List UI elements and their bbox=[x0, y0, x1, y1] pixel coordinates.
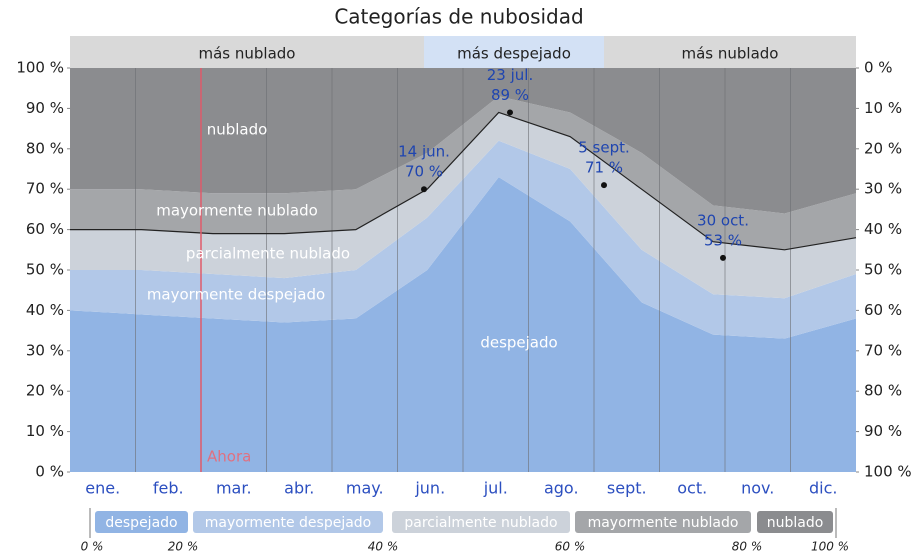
y2-tick-label: 50 % bbox=[864, 261, 902, 279]
legend-swatch bbox=[95, 511, 188, 533]
annotation-value: 71 % bbox=[585, 159, 623, 177]
x-tick-label: ene. bbox=[85, 479, 120, 498]
legend-scale-label: 20 % bbox=[168, 540, 199, 554]
legend-label: despejado bbox=[105, 515, 177, 531]
x-tick-label: feb. bbox=[153, 479, 184, 498]
band-bg bbox=[424, 36, 604, 68]
legend-label: mayormente nublado bbox=[588, 515, 739, 531]
y-tick-label: 100 % bbox=[16, 59, 64, 77]
x-tick-label: jul. bbox=[483, 479, 508, 498]
x-tick-label: dic. bbox=[809, 479, 837, 498]
x-tick-label: nov. bbox=[741, 479, 774, 498]
x-tick-label: abr. bbox=[284, 479, 314, 498]
y2-tick-label: 100 % bbox=[864, 463, 912, 481]
now-label: Ahora bbox=[207, 448, 251, 466]
y2-tick-label: 90 % bbox=[864, 422, 902, 440]
band-bg bbox=[70, 36, 424, 68]
annotation-date: 23 jul. bbox=[487, 66, 533, 84]
y2-tick-label: 60 % bbox=[864, 301, 902, 319]
legend-label: nublado bbox=[767, 515, 824, 531]
x-tick-label: sept. bbox=[607, 479, 647, 498]
annotation-date: 5 sept. bbox=[578, 139, 630, 157]
legend-scale-label: 60 % bbox=[555, 540, 586, 554]
y-tick-label: 40 % bbox=[26, 301, 64, 319]
annotation-dot bbox=[601, 182, 607, 189]
annotation-date: 14 jun. bbox=[398, 143, 450, 161]
legend-swatch bbox=[193, 511, 383, 533]
legend-swatch bbox=[392, 511, 570, 533]
y2-tick-label: 70 % bbox=[864, 341, 902, 359]
legend-label: parcialmente nublado bbox=[404, 515, 557, 531]
area-label: parcialmente nublado bbox=[186, 245, 350, 263]
annotation-value: 70 % bbox=[405, 163, 443, 181]
y-tick-label: 50 % bbox=[26, 261, 64, 279]
y2-tick-label: 40 % bbox=[864, 220, 902, 238]
annotation-dot bbox=[421, 186, 427, 193]
x-tick-label: ago. bbox=[544, 479, 579, 498]
legend-scale-label: 0 % bbox=[81, 540, 104, 554]
area-label: mayormente despejado bbox=[147, 286, 325, 304]
y-tick-label: 0 % bbox=[35, 463, 64, 481]
y-tick-label: 10 % bbox=[26, 422, 64, 440]
annotation-value: 53 % bbox=[704, 231, 742, 249]
legend-swatch bbox=[575, 511, 751, 533]
area-label: despejado bbox=[480, 334, 557, 352]
annotation-dot bbox=[720, 254, 726, 261]
y-tick-label: 30 % bbox=[26, 341, 64, 359]
annotation-date: 30 oct. bbox=[697, 211, 749, 229]
y2-tick-label: 0 % bbox=[864, 59, 893, 77]
chart-title: Categorías de nubosidad bbox=[334, 5, 583, 29]
legend-swatch bbox=[757, 511, 833, 533]
legend-scale-label: 40 % bbox=[368, 540, 399, 554]
area-label: mayormente nublado bbox=[156, 202, 318, 220]
y-tick-label: 90 % bbox=[26, 99, 64, 117]
y-tick-label: 70 % bbox=[26, 180, 64, 198]
y2-tick-label: 20 % bbox=[864, 139, 902, 157]
legend-scale-label: 80 % bbox=[732, 540, 763, 554]
x-tick-label: jun. bbox=[414, 479, 445, 498]
y-tick-label: 20 % bbox=[26, 382, 64, 400]
y2-tick-label: 10 % bbox=[864, 99, 902, 117]
band-label: más nublado bbox=[199, 45, 296, 63]
legend-scale-label: 100 % bbox=[811, 540, 849, 554]
legend-label: mayormente despejado bbox=[205, 515, 371, 531]
y-tick-label: 60 % bbox=[26, 220, 64, 238]
annotation-dot bbox=[507, 109, 513, 116]
band-label: más nublado bbox=[682, 45, 779, 63]
y2-tick-label: 80 % bbox=[864, 382, 902, 400]
x-tick-label: oct. bbox=[677, 479, 707, 498]
annotation-value: 89 % bbox=[491, 86, 529, 104]
area-label: nublado bbox=[207, 121, 268, 139]
y-tick-label: 80 % bbox=[26, 139, 64, 157]
band-bg bbox=[604, 36, 856, 68]
band-label: más despejado bbox=[457, 45, 571, 63]
x-tick-label: may. bbox=[346, 479, 384, 498]
x-tick-label: mar. bbox=[216, 479, 252, 498]
y2-tick-label: 30 % bbox=[864, 180, 902, 198]
